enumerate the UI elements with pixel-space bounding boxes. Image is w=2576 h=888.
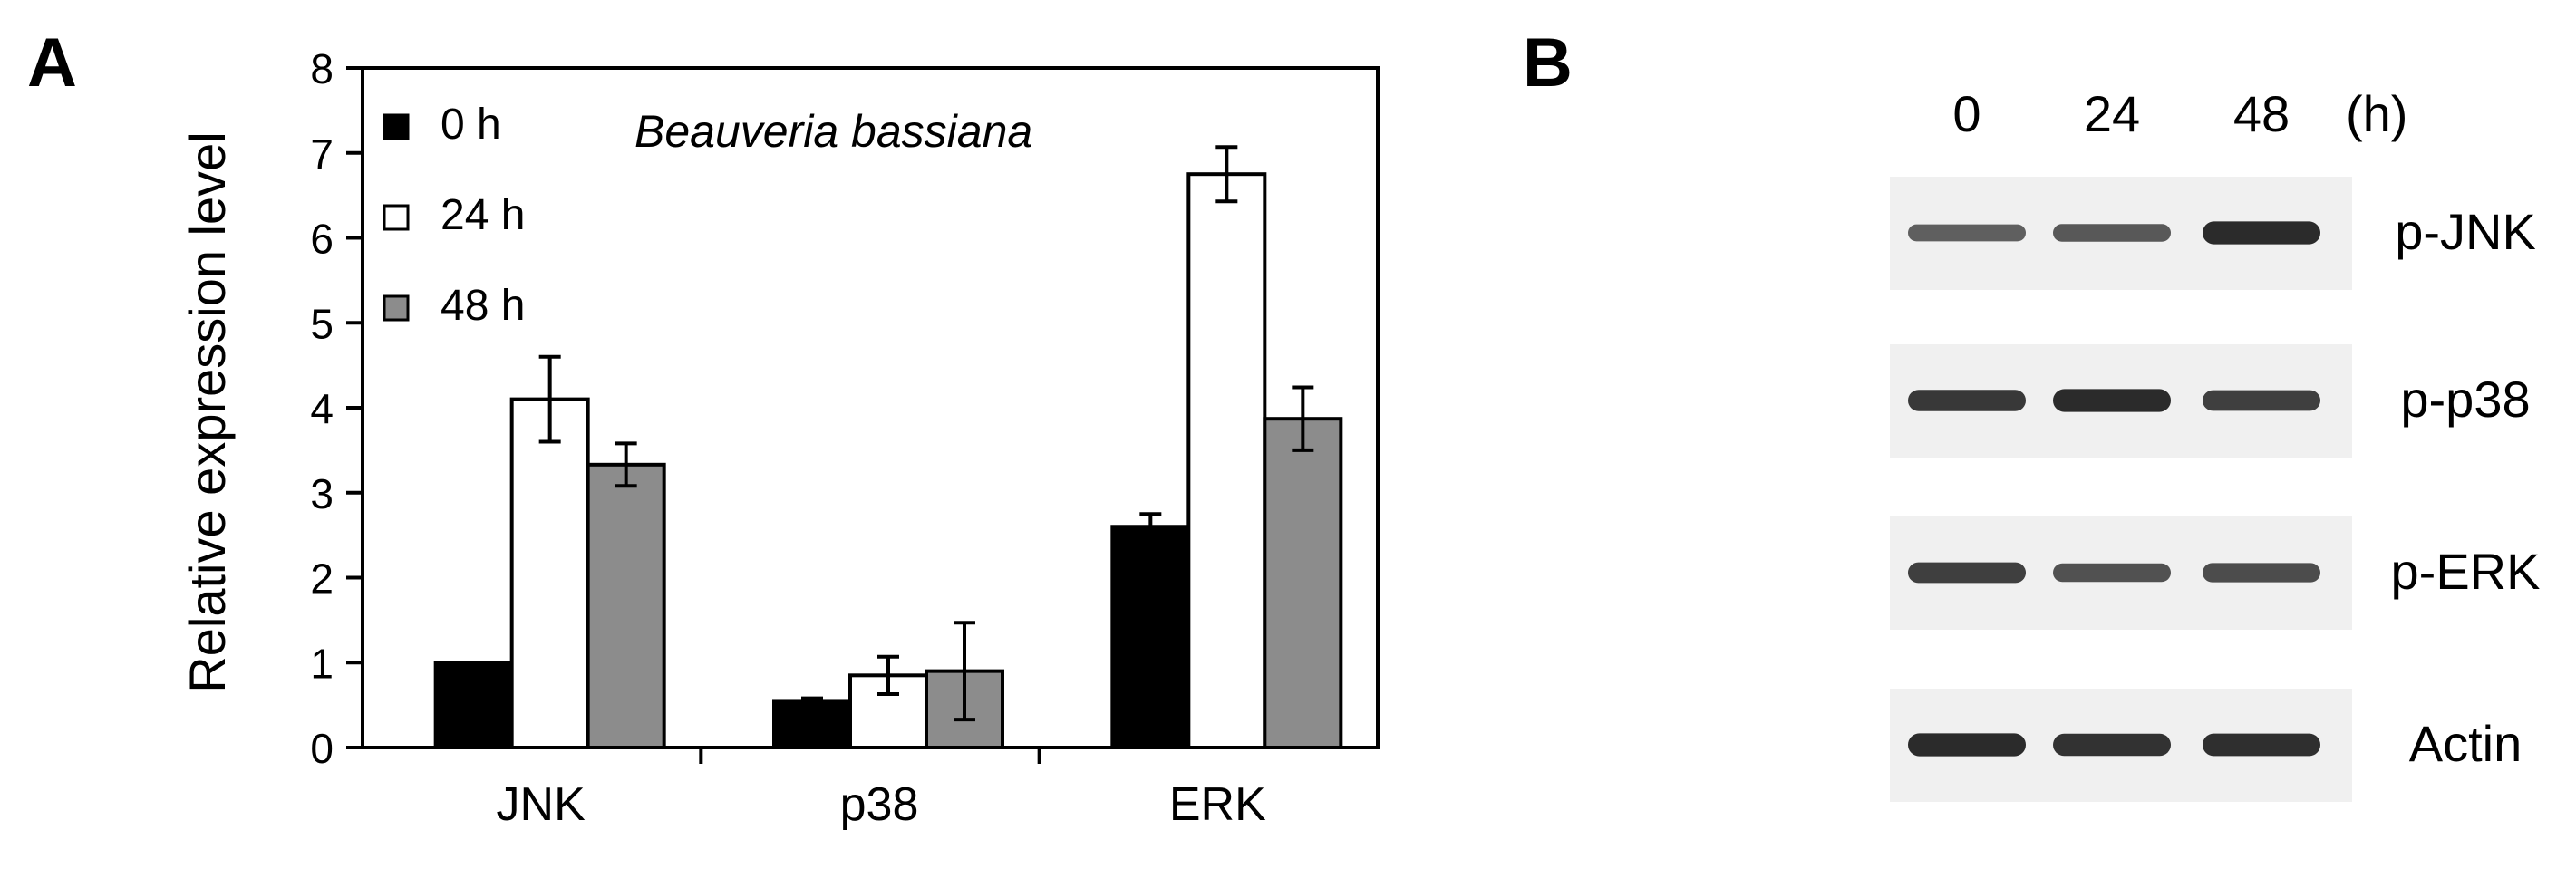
blot-row-actin: Actin [1890, 689, 2522, 802]
x-category-label: ERK [1169, 778, 1266, 831]
blot-band [2203, 563, 2320, 583]
blot-row-p-erk: p-ERK [1890, 516, 2540, 630]
legend-swatch [383, 204, 410, 231]
error-bar [954, 621, 975, 722]
lane-label: 0 [1952, 85, 1980, 142]
legend: 0 h 24 h 48 h [383, 101, 525, 330]
time-unit-label: (h) [2346, 85, 2407, 142]
panel-a-label: A [27, 24, 77, 101]
blot-band [1908, 224, 2026, 242]
y-tick-label: 1 [310, 640, 334, 687]
blot-band [1908, 733, 2026, 757]
blot-band [2053, 733, 2171, 757]
blot-row-label: Actin [2409, 715, 2523, 772]
blot-band [2203, 221, 2320, 245]
bar-erk-48h [1263, 417, 1343, 749]
error-bar [1292, 385, 1314, 452]
error-bar [1139, 512, 1162, 542]
error-bar [538, 354, 561, 444]
y-tick-label: 2 [310, 555, 334, 603]
blot-row-p-p38: p-p38 [1890, 344, 2531, 458]
y-tick-label: 5 [310, 300, 334, 347]
y-tick-label: 0 [310, 725, 334, 772]
lane-labels: 0 24 48 [1952, 85, 2290, 142]
blot-band [2053, 389, 2171, 412]
blot-rows: p-JNK p-p38 p-ERK Actin [1890, 177, 2540, 802]
x-category-label: JNK [497, 778, 586, 831]
blot-row-label: p-JNK [2395, 203, 2536, 260]
panel-b-label: B [1523, 24, 1573, 101]
error-bar [877, 654, 899, 696]
species-annotation: Beauveria bassiana [634, 106, 1032, 157]
legend-swatch [383, 294, 410, 322]
y-tick-label: 8 [310, 45, 334, 92]
x-category-label: p38 [840, 778, 919, 831]
blot-band [2203, 390, 2320, 411]
bar-jnk-48h [586, 462, 666, 749]
bar-erk-0h [1110, 525, 1191, 749]
legend-label: 24 h [441, 191, 525, 239]
lane-label: 24 [2084, 85, 2140, 142]
legend-swatch [383, 113, 410, 140]
blot-band [1908, 390, 2026, 411]
error-bar [801, 696, 823, 706]
blot-band [2053, 224, 2171, 242]
legend-label: 0 h [441, 101, 501, 149]
bar-erk-24h [1186, 172, 1267, 749]
y-tick-label: 6 [310, 216, 334, 263]
y-tick-label: 7 [310, 130, 334, 178]
blot-band [2203, 733, 2320, 757]
bar-p38-0h [772, 699, 852, 749]
legend-label: 48 h [441, 282, 525, 330]
panel-b-western-blot: B 0 24 48 (h) p-JNK p-p38 p-ERK Actin [1523, 24, 2540, 802]
y-axis-title: Relative expression level [179, 131, 236, 692]
bar-jnk-0h [433, 661, 514, 749]
y-tick-label: 4 [310, 385, 334, 432]
y-ticks: 0 1 2 3 4 5 6 7 8 [310, 45, 1041, 772]
error-bar [1215, 145, 1238, 204]
blot-row-p-jnk: p-JNK [1890, 177, 2536, 290]
blot-band [2053, 563, 2171, 583]
error-bar [615, 441, 637, 488]
blot-band [1908, 562, 2026, 584]
lane-label: 48 [2233, 85, 2290, 142]
panel-a-bar-chart: A Relative expression level 0 1 2 3 4 5 6 7 8 JN… [27, 24, 1380, 831]
blot-row-label: p-p38 [2400, 371, 2530, 428]
bar-jnk-24h [509, 397, 590, 749]
blot-row-label: p-ERK [2391, 543, 2541, 600]
error-bars [538, 145, 1314, 722]
x-category-labels: JNK p38 ERK [497, 778, 1267, 831]
y-tick-label: 3 [310, 470, 334, 517]
bars [433, 172, 1343, 749]
plot-frame [361, 66, 1380, 749]
